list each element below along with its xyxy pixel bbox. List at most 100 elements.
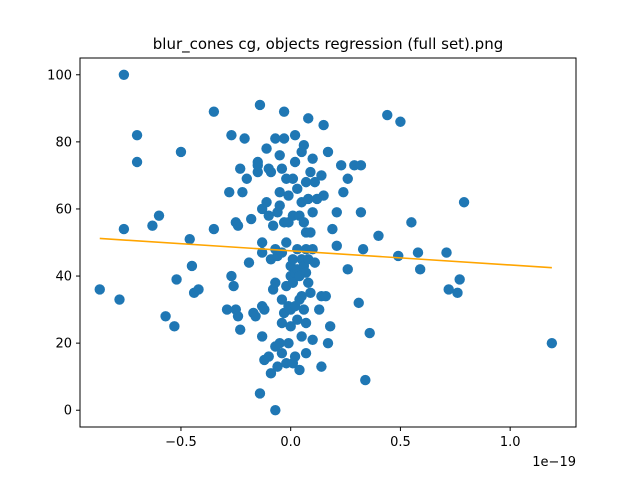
data-point <box>305 227 316 238</box>
data-point <box>300 176 312 188</box>
data-point <box>160 311 171 322</box>
data-point <box>131 129 143 141</box>
data-point <box>221 304 233 315</box>
data-point <box>322 146 334 158</box>
data-point <box>298 304 310 315</box>
data-point <box>274 150 285 161</box>
axes-layer: −0.5 0.0 0.5 1.0 0 20 40 60 80 100 <box>47 57 577 450</box>
data-point <box>265 368 277 379</box>
data-point <box>296 331 307 342</box>
data-point <box>175 146 187 158</box>
data-point <box>278 106 290 117</box>
data-point <box>208 223 220 235</box>
data-point <box>228 280 239 292</box>
data-point <box>226 270 237 282</box>
y-tick-label: 60 <box>55 202 72 217</box>
data-point <box>114 294 125 305</box>
data-point <box>250 311 261 322</box>
data-point <box>296 290 307 302</box>
data-point <box>263 210 274 221</box>
data-point <box>270 277 281 288</box>
data-point <box>243 257 255 268</box>
data-point <box>208 106 220 117</box>
data-point <box>382 109 393 121</box>
data-point <box>303 277 314 288</box>
data-point <box>395 116 406 127</box>
data-point <box>338 186 349 198</box>
data-point <box>289 351 301 362</box>
data-point <box>335 160 347 171</box>
y-tick-label: 80 <box>55 135 72 150</box>
data-point <box>270 405 281 416</box>
data-point <box>360 374 371 386</box>
data-point <box>256 331 268 342</box>
data-point <box>272 361 283 372</box>
data-point <box>261 143 272 154</box>
data-point <box>226 129 237 141</box>
data-point <box>261 197 272 208</box>
data-point <box>298 140 310 151</box>
data-point <box>300 317 312 329</box>
data-point <box>235 324 246 335</box>
data-point <box>414 264 426 275</box>
data-point <box>316 361 327 372</box>
data-point <box>241 173 252 184</box>
data-point <box>254 388 266 399</box>
data-point <box>289 156 301 168</box>
data-point <box>454 274 465 285</box>
data-point <box>283 337 294 349</box>
data-point <box>314 304 325 315</box>
data-point <box>373 230 384 241</box>
data-point <box>274 186 285 198</box>
data-point <box>239 133 250 144</box>
data-point <box>267 220 279 231</box>
data-point <box>546 337 558 349</box>
data-point <box>309 257 321 268</box>
data-point <box>316 170 327 181</box>
data-point <box>278 133 290 144</box>
data-point <box>412 247 424 258</box>
y-tick-label: 0 <box>64 404 72 419</box>
data-point <box>259 304 270 315</box>
data-point <box>263 351 274 362</box>
data-point <box>357 244 369 255</box>
data-point <box>292 183 303 195</box>
data-point <box>94 284 105 295</box>
chart-title: blur_cones cg, objects regression (full … <box>153 35 503 54</box>
data-point <box>309 176 321 188</box>
data-point <box>300 348 312 359</box>
data-point <box>355 207 367 218</box>
data-point <box>265 166 277 178</box>
data-point <box>307 207 318 218</box>
data-point <box>237 186 248 198</box>
data-point <box>245 213 257 225</box>
data-point <box>287 277 299 288</box>
data-point <box>274 337 285 349</box>
data-point <box>270 133 281 144</box>
data-point <box>318 190 329 201</box>
data-point <box>342 264 353 275</box>
data-point <box>355 160 367 171</box>
data-point <box>169 321 180 332</box>
data-point <box>441 247 452 258</box>
data-point <box>232 220 244 231</box>
data-point <box>307 153 318 164</box>
data-point <box>193 284 204 295</box>
data-point <box>118 69 130 80</box>
data-point <box>364 327 375 339</box>
data-point <box>331 240 342 252</box>
data-point <box>147 220 158 231</box>
y-tick-label: 40 <box>55 270 72 285</box>
data-point <box>235 163 246 174</box>
data-point <box>276 247 288 258</box>
data-point <box>294 364 305 376</box>
data-point <box>131 156 143 168</box>
data-point <box>276 163 288 174</box>
data-point <box>303 193 314 205</box>
regression-line <box>99 237 552 269</box>
data-point <box>452 287 463 299</box>
data-point <box>353 297 364 309</box>
data-point <box>287 254 299 265</box>
data-point <box>443 284 454 295</box>
